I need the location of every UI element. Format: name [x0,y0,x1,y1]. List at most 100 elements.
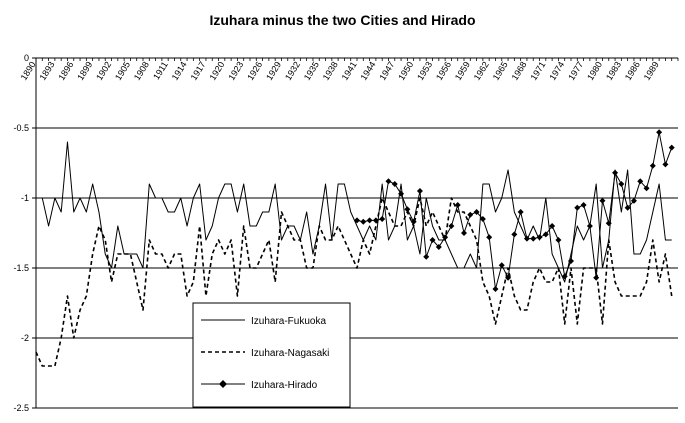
series-marker [479,216,486,222]
y-tick-label: -2.5 [13,403,29,413]
x-tick-label: 1953 [415,60,434,82]
x-tick-label: 1971 [528,60,547,82]
series-marker [416,188,423,194]
series-marker [630,197,637,204]
series-marker [372,217,379,224]
x-tick-label: 1944 [358,60,377,82]
x-tick-label: 1983 [604,60,623,82]
series-marker [649,162,656,169]
series-line-2 [35,197,673,367]
series-marker [574,204,581,211]
x-tick-label: 1908 [132,60,151,82]
series-marker [429,237,436,243]
y-tick-label: 0 [24,53,29,63]
legend-label-hirado: Izuhara-Hirado [251,380,318,391]
x-tick-label: 1914 [170,60,189,82]
series-marker [536,234,543,241]
legend-marker-hirado [219,380,227,388]
series-marker [662,161,669,168]
series-marker [366,217,373,224]
series-marker [612,169,619,176]
x-tick-label: 1974 [547,60,566,82]
x-tick-label: 1929 [264,60,283,82]
x-tick-labels: 1890 1893 1896 1899 1902 1905 1908 1911 1914 1917… [19,60,661,82]
x-tick-label: 1932 [283,60,302,82]
series-marker [454,202,461,208]
series-marker [568,258,574,264]
x-tick-label: 1926 [245,60,264,82]
series-marker [360,218,367,225]
x-tick-label: 1977 [566,60,585,82]
series-marker [404,206,411,213]
series-marker [517,209,524,215]
x-tick-label: 1950 [396,60,415,82]
y-tick-labels: 0 -0.5 -1 -1.5 -2 -2.5 [13,53,29,413]
series-marker [542,231,549,238]
x-tick-label: 1890 [19,60,38,82]
series-marker [624,204,631,211]
x-tick-label: 1899 [75,60,94,82]
series-marker [555,237,562,243]
chart-title: Izuhara minus the two Cities and Hirado [209,12,476,28]
series-marker [498,262,505,269]
x-tick-label: 1905 [113,60,132,82]
x-tick-label: 1896 [56,60,75,82]
x-tick-label: 1893 [37,60,56,82]
series-marker [448,223,455,229]
x-tick-label: 1941 [340,60,359,82]
legend: Izuhara-Fukuoka Izuhara-Nagasaki Izuhara… [192,302,351,408]
x-tick-label: 1923 [226,60,245,82]
series-marker [486,234,493,241]
x-tick-label: 1980 [585,60,604,82]
x-tick-label: 1962 [472,60,491,82]
legend-label-fukuoka: Izuhara-Fukuoka [251,316,326,327]
series-line-1 [41,141,672,283]
series-marker [605,220,612,227]
series-marker [473,209,480,215]
x-tick-label: 1947 [377,60,396,82]
series-marker [435,244,442,250]
series-marker [549,223,556,229]
series-marker [467,211,474,218]
series-marker [599,197,606,204]
x-tick-label: 1956 [434,60,453,82]
x-tick-label: 1935 [302,60,321,82]
series-marker [398,190,405,197]
legend-label-nagasaki: Izuhara-Nagasaki [251,348,329,359]
series-marker [668,144,675,151]
series-marker [561,273,568,280]
y-tick-label: -2 [21,333,29,343]
series-marker [643,185,650,192]
series-marker [423,253,430,260]
series-marker [442,234,449,241]
x-tick-label: 1917 [189,60,208,82]
series-marker [580,202,587,208]
x-tick-label: 1911 [151,60,170,82]
y-tick-label: -1.5 [13,263,29,273]
x-tick-label: 1965 [491,60,510,82]
series-marker [593,274,600,281]
x-tick-label: 1986 [623,60,642,82]
series-marker [530,235,537,242]
series-marker [391,181,398,187]
y-tick-label: -1 [21,193,29,203]
series-marker [410,218,417,225]
x-tick-label: 1938 [321,60,340,82]
series-group [35,129,675,367]
series-marker [461,230,467,236]
x-tick-label: 1959 [453,60,472,82]
series-marker [511,231,518,238]
series-marker [523,235,530,242]
series-marker [492,286,499,292]
x-tick-label: 1902 [94,60,113,82]
series-marker [505,274,512,281]
y-tick-label: -0.5 [13,123,29,133]
x-tick-label: 1920 [207,60,226,82]
series-marker [656,129,663,136]
series-marker [379,216,386,222]
series-marker [385,178,392,185]
x-tick-label: 1989 [642,60,661,82]
series-marker [586,223,593,229]
series-marker [637,178,644,185]
